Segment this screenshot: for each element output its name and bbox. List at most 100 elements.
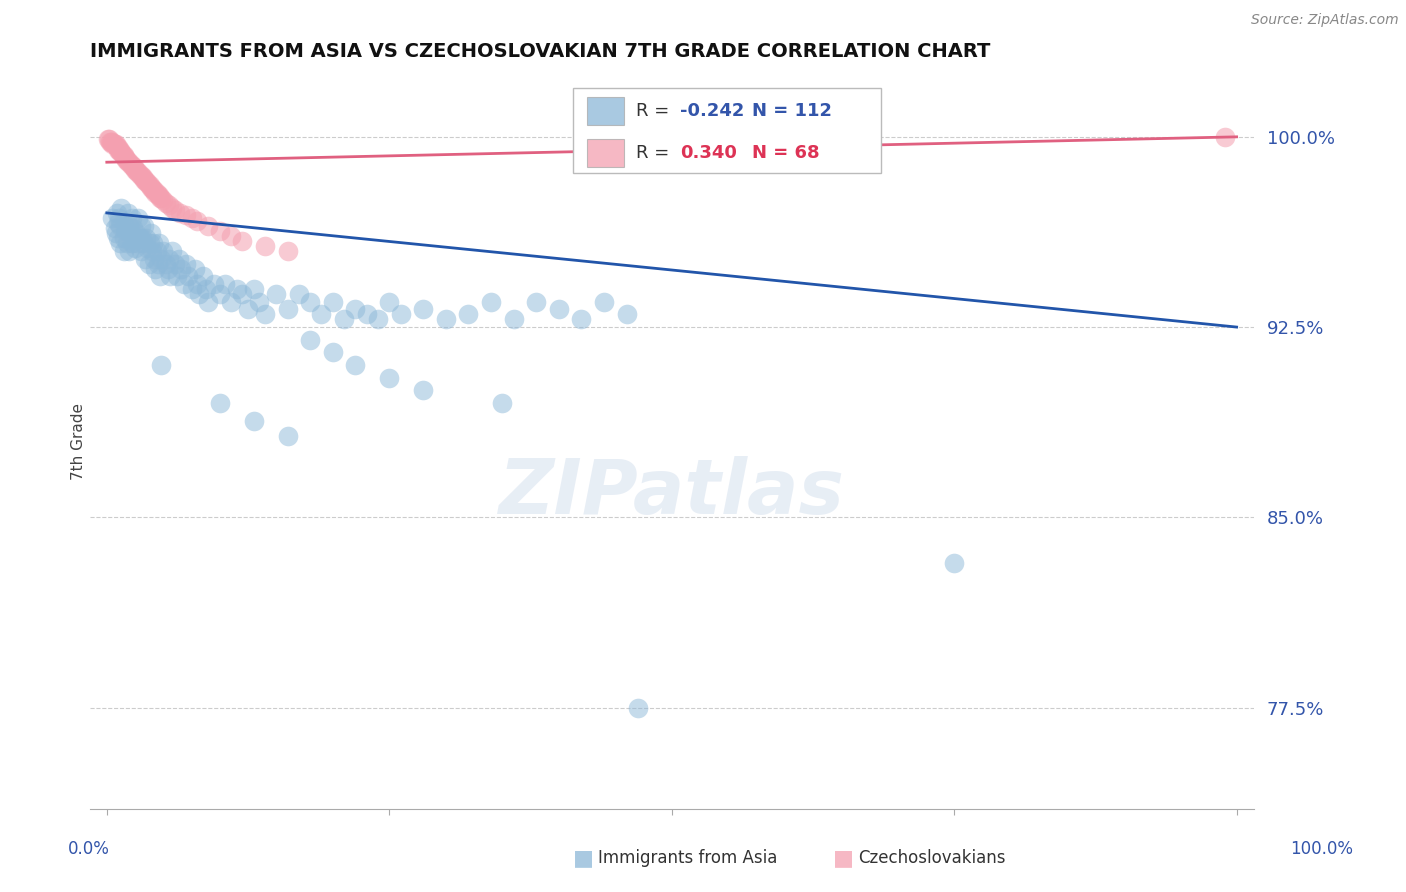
Point (107, 140, 129, 154)
Point (208, 287, 231, 301)
Point (117, 206, 139, 220)
Point (120, 158, 142, 172)
Point (208, 224, 231, 238)
Point (112, 150, 135, 164)
Point (138, 257, 160, 271)
Point (152, 193, 174, 207)
Point (105, 206, 128, 220)
Point (253, 239, 276, 253)
Point (457, 307, 479, 321)
Point (159, 269, 181, 284)
Point (322, 294, 344, 309)
Text: 100.0%: 100.0% (1291, 840, 1353, 858)
Point (593, 294, 616, 309)
Point (174, 209, 197, 223)
Point (134, 252, 156, 266)
Point (150, 191, 173, 205)
Point (155, 195, 177, 210)
Point (146, 188, 169, 202)
Point (434, 312, 457, 326)
Point (264, 287, 287, 301)
Point (124, 162, 146, 177)
Text: Source: ZipAtlas.com: Source: ZipAtlas.com (1251, 13, 1399, 28)
Text: 0.340: 0.340 (681, 144, 737, 161)
Point (142, 236, 165, 251)
Point (121, 211, 143, 225)
Point (491, 396, 513, 410)
Point (288, 287, 311, 301)
Point (97, 132, 120, 146)
Point (166, 269, 188, 284)
Point (378, 371, 401, 385)
Point (108, 211, 131, 225)
Point (143, 183, 166, 197)
Point (214, 277, 236, 291)
Point (356, 307, 378, 321)
Point (145, 186, 167, 200)
Point (115, 236, 138, 251)
Text: -0.242: -0.242 (681, 102, 744, 120)
Point (367, 312, 389, 326)
Text: Immigrants from Asia: Immigrants from Asia (598, 849, 778, 867)
Point (112, 244, 135, 258)
Point (121, 161, 143, 175)
Point (247, 294, 270, 309)
Point (162, 244, 184, 258)
FancyBboxPatch shape (572, 88, 882, 173)
Point (225, 282, 247, 296)
Point (143, 252, 166, 266)
Point (146, 257, 169, 271)
Point (125, 226, 148, 240)
Point (129, 219, 152, 233)
Point (122, 231, 145, 245)
Point (132, 219, 155, 233)
Point (148, 188, 170, 202)
Point (142, 183, 165, 197)
Text: Czechoslovakians: Czechoslovakians (858, 849, 1005, 867)
Text: N = 112: N = 112 (752, 102, 832, 120)
Point (138, 178, 160, 192)
Point (219, 294, 242, 309)
Point (117, 155, 139, 169)
Point (114, 219, 136, 233)
Point (101, 135, 124, 149)
Point (157, 198, 180, 212)
Point (105, 140, 128, 154)
Point (127, 236, 149, 251)
Point (195, 282, 218, 296)
Point (177, 269, 200, 284)
Text: R =: R = (636, 102, 675, 120)
Point (101, 137, 124, 152)
Point (115, 153, 138, 167)
Point (547, 302, 569, 317)
Point (118, 219, 141, 233)
Point (236, 302, 259, 317)
Point (110, 145, 132, 159)
Text: ■: ■ (834, 848, 853, 868)
Point (173, 277, 195, 291)
Point (141, 180, 163, 194)
Point (110, 201, 132, 215)
Point (139, 226, 162, 240)
Point (127, 211, 149, 225)
Text: R =: R = (636, 144, 675, 161)
Point (188, 287, 211, 301)
Point (101, 211, 124, 225)
Point (104, 226, 127, 240)
Point (943, 556, 966, 570)
Point (184, 261, 207, 276)
Point (186, 213, 208, 227)
Point (145, 244, 167, 258)
Point (524, 294, 547, 309)
Point (107, 231, 129, 245)
Point (378, 294, 401, 309)
Point (136, 242, 159, 256)
Point (197, 294, 219, 309)
Y-axis label: 7th Grade: 7th Grade (72, 402, 86, 480)
Point (145, 186, 167, 200)
Point (277, 244, 299, 258)
Point (100, 135, 122, 149)
Point (121, 158, 143, 172)
Point (110, 143, 132, 157)
Point (135, 176, 157, 190)
